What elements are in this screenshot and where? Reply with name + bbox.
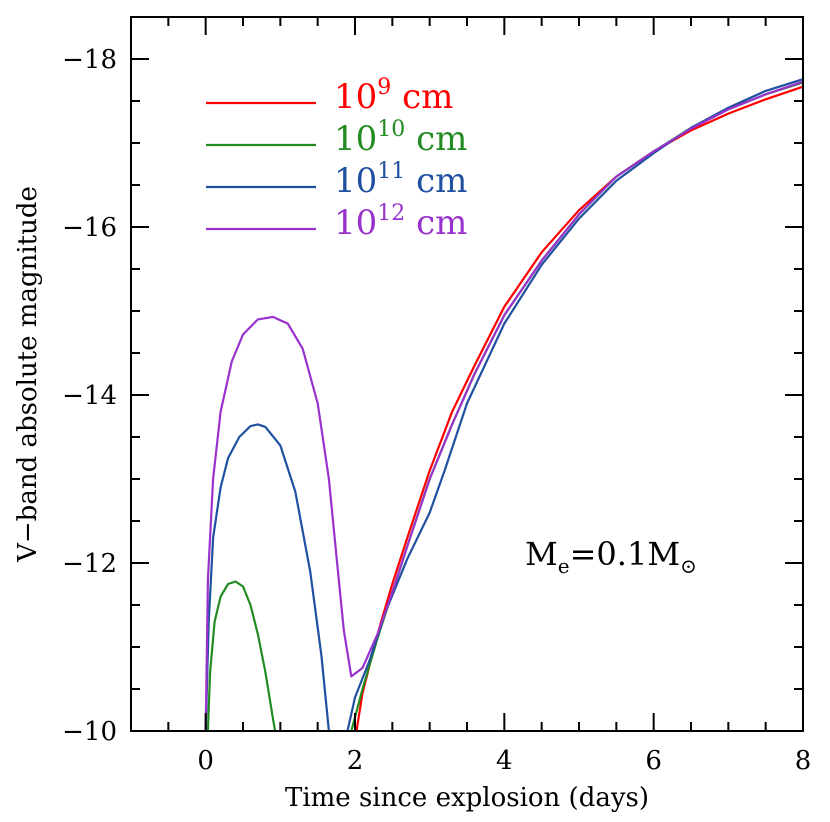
legend-label-exponent: 10 xyxy=(377,117,405,142)
x-tick-label: 6 xyxy=(645,746,662,776)
x-tick-label: 4 xyxy=(496,746,513,776)
x-tick-label: 2 xyxy=(347,746,364,776)
legend-label: 109 cm xyxy=(334,75,453,117)
legend-label-exponent: 11 xyxy=(377,159,405,184)
annotation-subscript: e xyxy=(558,554,570,578)
legend-label-unit: cm xyxy=(405,203,467,243)
y-tick-label: −10 xyxy=(62,717,117,747)
legend-label-base: 10 xyxy=(334,161,377,201)
x-tick-label: 0 xyxy=(197,746,214,776)
series-line-4 xyxy=(204,80,803,731)
legend-label-base: 10 xyxy=(334,203,377,243)
x-axis-label: Time since explosion (days) xyxy=(285,783,649,813)
legend-label-unit: cm xyxy=(405,119,467,159)
legend-label-exponent: 12 xyxy=(377,201,405,226)
y-tick-label: −18 xyxy=(62,45,117,75)
legend-label: 1011 cm xyxy=(334,159,467,201)
series-line-2 xyxy=(206,81,803,731)
legend-label: 1010 cm xyxy=(334,117,467,159)
legend-label-base: 10 xyxy=(334,119,377,159)
x-tick-label: 8 xyxy=(795,746,812,776)
y-axis-label: V−band absolute magnitude xyxy=(13,186,43,563)
y-tick-label: −12 xyxy=(62,549,117,579)
legend-label-unit: cm xyxy=(391,77,453,117)
annotation-value: =0.1M xyxy=(570,535,680,573)
legend-label-base: 10 xyxy=(334,77,377,117)
y-tick-label: −16 xyxy=(62,213,117,243)
ejecta-mass-annotation: Me=0.1M⊙ xyxy=(525,535,697,578)
annotation-m: M xyxy=(525,535,558,573)
annotation-solar-symbol: ⊙ xyxy=(680,554,697,578)
y-tick-label: −14 xyxy=(62,381,117,411)
legend-label: 1012 cm xyxy=(334,201,467,243)
legend-label-unit: cm xyxy=(405,161,467,201)
series-line-3 xyxy=(204,78,803,731)
legend-label-exponent: 9 xyxy=(377,75,391,100)
